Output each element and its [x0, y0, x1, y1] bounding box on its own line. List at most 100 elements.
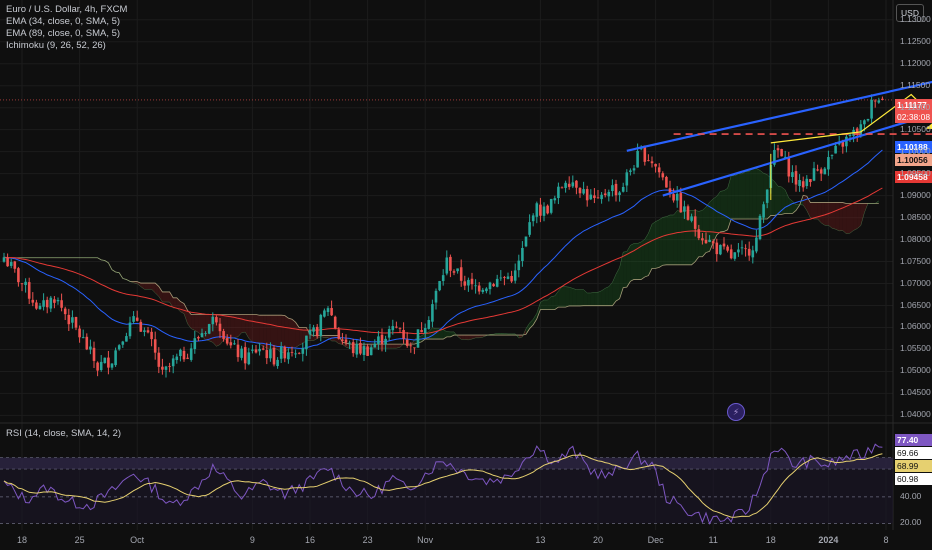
kumo-segment [158, 286, 163, 303]
candle-body [528, 222, 531, 235]
kumo-segment [630, 243, 634, 282]
kumo-segment [432, 327, 436, 340]
candle-body [251, 349, 254, 351]
time-tick-label: 20 [592, 535, 604, 545]
candle-body [758, 215, 762, 240]
candle-body [855, 128, 859, 135]
candle-body [132, 316, 135, 322]
candle-body [521, 247, 524, 262]
kumo-segment [140, 283, 145, 290]
candle-body [326, 308, 330, 313]
kumo-segment [774, 181, 778, 216]
candle-body [564, 182, 567, 188]
candle-body [373, 343, 377, 348]
kumo-segment [526, 323, 530, 335]
candle-body [690, 216, 693, 221]
candle-body [557, 186, 560, 199]
ema34-legend[interactable]: EMA (34, close, 0, SMA, 5) [6, 16, 121, 27]
kumo-segment [313, 335, 318, 341]
kumo-segment [554, 291, 559, 310]
candle-body [809, 179, 812, 183]
candle-body [693, 216, 697, 229]
candle-body [510, 275, 513, 282]
indicator-lines [3, 149, 883, 349]
rsi-pane[interactable] [0, 443, 893, 525]
kumo-segment [551, 295, 555, 310]
candle-body [870, 99, 873, 119]
symbol-title[interactable]: Euro / U.S. Dollar, 4h, FXCM [6, 4, 128, 15]
candle-body [434, 290, 438, 303]
candle-body [798, 179, 801, 186]
price-tick-label: 1.06500 [900, 299, 931, 310]
candle-body [117, 345, 121, 350]
candle-body [499, 277, 503, 279]
lightning-icon[interactable]: ⚡ [727, 403, 745, 421]
kumo-segment [583, 289, 588, 306]
candle-body [204, 333, 207, 334]
kumo-segment [166, 291, 170, 303]
kumo-segment [756, 168, 760, 220]
candle-body [395, 326, 398, 328]
candle-body [614, 183, 618, 196]
kumo-segment [281, 315, 285, 354]
rsi-legend-label[interactable]: RSI (14, close, SMA, 14, 2) [6, 428, 122, 439]
candle-body [413, 347, 416, 349]
candle-body [830, 155, 834, 156]
candle-body [17, 268, 20, 283]
price-tick-label: 1.07000 [900, 277, 931, 288]
candle-body [35, 302, 38, 309]
candle-body [297, 352, 301, 354]
kumo-segment [536, 302, 541, 319]
candle-body [380, 334, 384, 344]
kumo-segment [299, 327, 303, 346]
candle-body [438, 281, 441, 291]
candle-body [733, 252, 737, 259]
candle-body [254, 349, 258, 353]
price-tick-label: 1.05000 [900, 365, 931, 376]
price-tick-label: 1.12500 [900, 35, 931, 46]
candle-body [467, 279, 470, 286]
candle-body [873, 100, 877, 102]
candles[interactable] [2, 94, 884, 378]
kumo-segment [198, 314, 202, 337]
kumo-segment [184, 303, 188, 324]
candle-body [834, 145, 837, 154]
time-tick-label: 18 [765, 535, 776, 545]
kumo-segment [547, 296, 552, 310]
candle-body [423, 328, 427, 334]
time-tick-label: 13 [535, 535, 546, 545]
candle-body [92, 347, 96, 361]
currency-button[interactable]: USD [896, 4, 924, 22]
candle-body [121, 341, 125, 345]
kumo-segment [594, 292, 598, 306]
kumo-segment [173, 297, 177, 308]
kumo-segment [742, 171, 746, 220]
kumo-segment [439, 328, 444, 340]
kumo-segment [680, 210, 685, 265]
candle-body [341, 339, 344, 341]
candle-body [247, 352, 251, 365]
candle-body [308, 329, 312, 335]
candle-body [63, 308, 67, 315]
kumo-segment [569, 287, 573, 306]
candle-body [362, 346, 366, 355]
price-tick-label: 1.13000 [900, 13, 931, 24]
kumo-segment [828, 202, 832, 229]
kumo-segment [562, 286, 566, 308]
price-tick-label: 1.08500 [900, 211, 931, 222]
candle-body [207, 324, 211, 334]
rsi-value-tag: 77.40 [895, 434, 932, 446]
candle-body [848, 134, 852, 136]
candle-body [607, 191, 611, 197]
kumo-segment [443, 329, 447, 340]
candle-body [589, 194, 593, 200]
candle-body [416, 329, 420, 348]
ema89-legend[interactable]: EMA (89, close, 0, SMA, 5) [6, 28, 121, 39]
candle-body [456, 268, 459, 272]
kumo-segment [194, 314, 199, 333]
kumo-segment [576, 289, 580, 306]
candle-body [697, 229, 701, 239]
senkou-span-b [4, 194, 879, 345]
ichimoku-legend[interactable]: Ichimoku (9, 26, 52, 26) [6, 40, 106, 51]
